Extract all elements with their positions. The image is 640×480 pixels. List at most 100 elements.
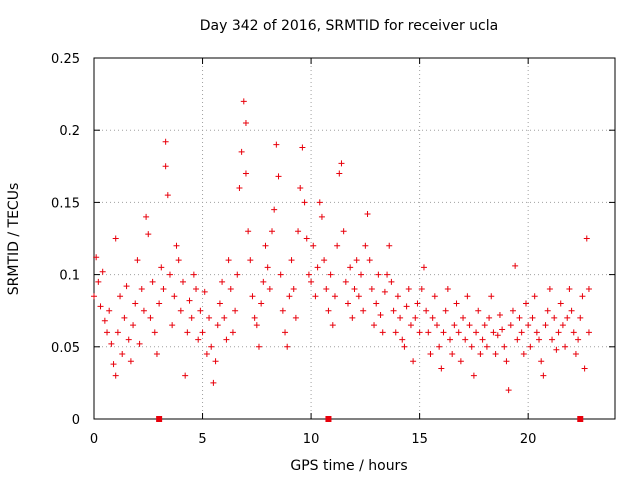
data-point bbox=[394, 293, 401, 300]
data-point bbox=[138, 286, 145, 293]
data-points bbox=[91, 98, 592, 422]
data-point bbox=[240, 98, 247, 105]
data-point bbox=[262, 242, 269, 249]
data-point bbox=[551, 314, 558, 321]
data-point bbox=[418, 286, 425, 293]
data-point bbox=[488, 293, 495, 300]
x-tick-label: 5 bbox=[198, 432, 206, 447]
data-point bbox=[151, 329, 158, 336]
zero-marker bbox=[577, 416, 584, 422]
data-point bbox=[449, 351, 456, 358]
data-point bbox=[468, 343, 475, 350]
data-point bbox=[208, 343, 215, 350]
data-point bbox=[314, 264, 321, 271]
data-point bbox=[147, 314, 154, 321]
grid bbox=[94, 58, 615, 419]
data-point bbox=[153, 351, 160, 358]
data-point bbox=[455, 329, 462, 336]
data-point bbox=[436, 343, 443, 350]
data-point bbox=[490, 329, 497, 336]
x-tick-label: 15 bbox=[411, 432, 428, 447]
data-point bbox=[225, 257, 232, 264]
data-point bbox=[351, 286, 358, 293]
data-point bbox=[255, 343, 262, 350]
data-point bbox=[522, 300, 529, 307]
data-point bbox=[123, 283, 130, 290]
data-point bbox=[379, 329, 386, 336]
data-point bbox=[399, 336, 406, 343]
data-point bbox=[533, 329, 540, 336]
y-tick-label: 0.1 bbox=[59, 269, 80, 284]
data-point bbox=[95, 278, 102, 285]
data-point bbox=[366, 257, 373, 264]
data-point bbox=[91, 293, 97, 300]
data-point bbox=[527, 343, 534, 350]
data-point bbox=[101, 317, 108, 324]
y-tick-label: 0.15 bbox=[51, 196, 80, 211]
data-point bbox=[453, 300, 460, 307]
data-point bbox=[106, 307, 113, 314]
data-point bbox=[160, 286, 167, 293]
data-point bbox=[329, 322, 336, 329]
data-point bbox=[338, 160, 345, 167]
data-point bbox=[173, 242, 180, 249]
y-tick-label: 0 bbox=[72, 413, 80, 428]
x-tick-label: 10 bbox=[303, 432, 320, 447]
axis-ticks bbox=[93, 57, 615, 420]
data-point bbox=[162, 163, 169, 170]
data-point bbox=[149, 278, 156, 285]
data-point bbox=[507, 322, 514, 329]
data-point bbox=[318, 213, 325, 220]
data-point bbox=[429, 314, 436, 321]
data-point bbox=[169, 322, 176, 329]
data-point bbox=[286, 293, 293, 300]
data-point bbox=[110, 361, 117, 368]
data-point bbox=[386, 242, 393, 249]
data-point bbox=[275, 173, 282, 180]
data-point bbox=[566, 286, 573, 293]
data-point bbox=[360, 307, 367, 314]
data-point bbox=[583, 235, 590, 242]
data-point bbox=[390, 307, 397, 314]
data-point bbox=[340, 228, 347, 235]
data-point bbox=[258, 300, 265, 307]
data-point bbox=[572, 351, 579, 358]
data-point bbox=[431, 293, 438, 300]
data-point bbox=[227, 286, 234, 293]
data-point bbox=[514, 336, 521, 343]
data-point bbox=[197, 307, 204, 314]
data-point bbox=[347, 264, 354, 271]
data-point bbox=[577, 314, 584, 321]
data-point bbox=[164, 192, 171, 199]
data-point bbox=[392, 329, 399, 336]
data-point bbox=[297, 184, 304, 191]
data-point bbox=[368, 286, 375, 293]
data-point bbox=[190, 271, 197, 278]
data-point bbox=[327, 271, 334, 278]
data-point bbox=[132, 300, 139, 307]
data-point bbox=[331, 293, 338, 300]
data-point bbox=[273, 141, 280, 148]
data-point bbox=[136, 340, 143, 347]
data-point bbox=[282, 329, 289, 336]
data-point bbox=[501, 343, 508, 350]
data-point bbox=[292, 314, 299, 321]
data-point bbox=[562, 343, 569, 350]
data-point bbox=[442, 307, 449, 314]
data-point bbox=[210, 379, 217, 386]
data-point bbox=[271, 206, 278, 213]
data-point bbox=[290, 286, 297, 293]
data-point bbox=[264, 264, 271, 271]
data-point bbox=[564, 314, 571, 321]
data-point bbox=[423, 307, 430, 314]
data-point bbox=[121, 314, 128, 321]
data-point bbox=[494, 332, 501, 339]
data-point bbox=[299, 144, 306, 151]
data-point bbox=[475, 307, 482, 314]
data-point bbox=[182, 372, 189, 379]
data-point bbox=[353, 257, 360, 264]
data-point bbox=[156, 300, 163, 307]
data-point bbox=[334, 242, 341, 249]
data-point bbox=[381, 288, 388, 295]
